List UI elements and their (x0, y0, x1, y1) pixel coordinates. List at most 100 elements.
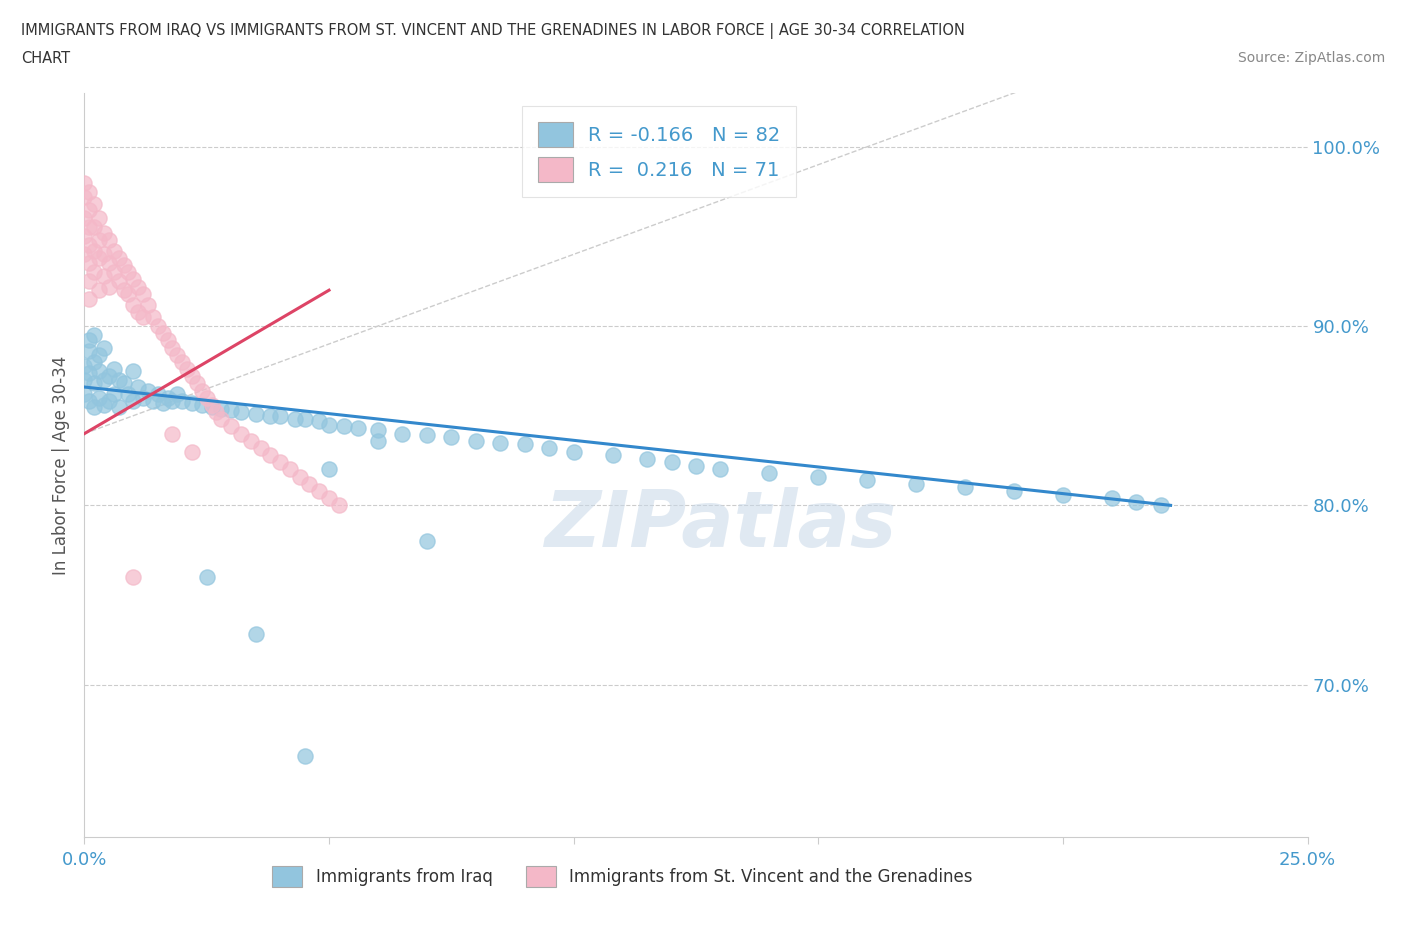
Point (127, 379, 149, 394)
Point (93, 340, 115, 355)
Point (107, 250, 129, 265)
Point (132, 310, 155, 325)
Point (284, 412, 307, 427)
Point (132, 391, 155, 405)
Point (685, 458, 707, 473)
Point (83, 197, 105, 212)
Point (191, 383, 214, 398)
Point (73, 175, 96, 190)
Point (97, 369, 120, 384)
Point (440, 430, 463, 445)
Text: Source: ZipAtlas.com: Source: ZipAtlas.com (1237, 51, 1385, 65)
Point (391, 426, 413, 441)
Text: ZIPatlas: ZIPatlas (544, 486, 897, 563)
Point (112, 376, 135, 391)
Point (195, 391, 218, 405)
Point (87, 347, 110, 362)
Point (77, 333, 100, 348)
Point (152, 326, 174, 340)
Point (77, 292, 100, 307)
Point (489, 435, 512, 450)
Point (176, 362, 198, 377)
Point (294, 749, 316, 764)
Point (77, 256, 100, 271)
Point (661, 455, 683, 470)
Point (318, 462, 340, 477)
Point (87, 283, 110, 298)
Point (172, 354, 194, 369)
Point (195, 569, 218, 584)
Point (209, 401, 232, 416)
Point (107, 399, 129, 414)
Point (200, 397, 222, 412)
Point (219, 403, 242, 418)
Point (245, 627, 267, 642)
Point (103, 244, 125, 259)
Point (308, 414, 330, 429)
Point (758, 466, 780, 481)
Point (77, 238, 100, 253)
Point (127, 279, 149, 294)
Point (97, 256, 120, 271)
Point (181, 369, 204, 384)
Point (146, 319, 169, 334)
Point (73, 246, 96, 261)
Text: IMMIGRANTS FROM IRAQ VS IMMIGRANTS FROM ST. VINCENT AND THE GRENADINES IN LABOR : IMMIGRANTS FROM IRAQ VS IMMIGRANTS FROM … (21, 23, 965, 39)
Point (146, 387, 169, 402)
Point (87, 211, 110, 226)
Point (1002, 484, 1025, 498)
Point (905, 476, 928, 491)
Point (136, 297, 159, 312)
Point (73, 211, 96, 226)
Point (186, 376, 208, 391)
Point (87, 364, 110, 379)
Point (162, 340, 184, 355)
Point (367, 433, 389, 448)
Point (103, 362, 125, 377)
Point (347, 420, 370, 435)
Point (259, 447, 281, 462)
Point (142, 394, 165, 409)
Point (87, 232, 110, 247)
Point (122, 394, 145, 409)
Point (77, 344, 100, 359)
Point (367, 422, 389, 437)
Point (122, 569, 145, 584)
Point (239, 433, 262, 448)
Point (172, 394, 194, 409)
Point (97, 394, 120, 409)
Point (117, 387, 139, 402)
Point (73, 387, 96, 402)
Point (77, 394, 100, 409)
Point (602, 447, 624, 462)
Point (229, 426, 252, 441)
Point (112, 258, 135, 272)
Point (97, 232, 120, 247)
Point (77, 202, 100, 217)
Point (112, 283, 135, 298)
Point (83, 265, 105, 280)
Point (269, 408, 291, 423)
Point (77, 220, 100, 235)
Point (83, 376, 105, 391)
Point (83, 220, 105, 235)
Point (181, 445, 204, 459)
Point (191, 397, 214, 412)
Point (298, 476, 321, 491)
Point (294, 412, 316, 427)
Point (288, 470, 311, 485)
Point (205, 405, 228, 419)
Point (1150, 498, 1173, 512)
Point (77, 184, 100, 199)
Point (249, 441, 271, 456)
Point (156, 333, 179, 348)
Point (636, 451, 658, 466)
Point (856, 472, 879, 487)
Point (103, 387, 125, 402)
Point (162, 394, 184, 409)
Point (73, 229, 96, 244)
Point (93, 269, 115, 284)
Point (93, 397, 115, 412)
Point (464, 433, 486, 448)
Point (209, 412, 232, 427)
